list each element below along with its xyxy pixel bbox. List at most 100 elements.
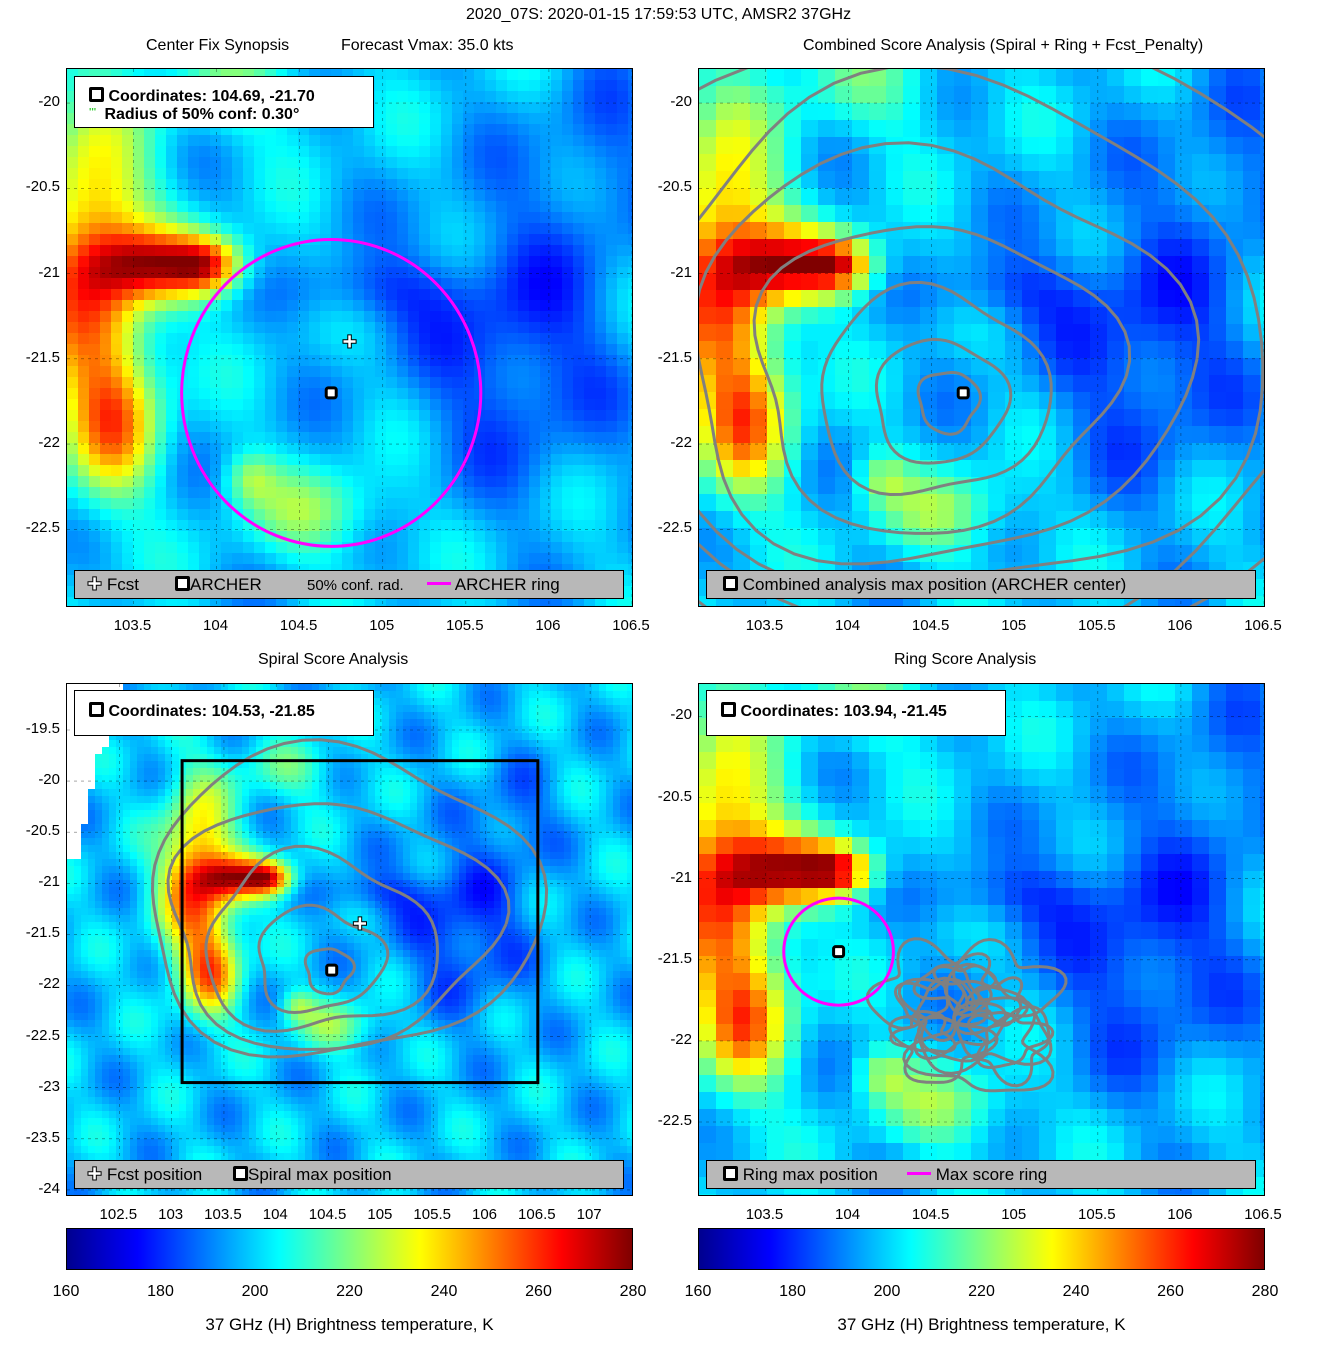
p3-ytick: -23.5 — [25, 1128, 60, 1146]
p2-ytick: -22.5 — [657, 519, 692, 537]
spiral-marker-icon — [233, 1166, 248, 1181]
p4-ytick: -20.5 — [657, 787, 692, 805]
score-contours — [865, 937, 1068, 1093]
panel4-title: Ring Score Analysis — [894, 651, 1037, 668]
panel2-plot — [698, 68, 1265, 607]
colorbar-left — [66, 1228, 633, 1270]
panel1-plot: ✚ — [66, 68, 633, 607]
legend-fcst-position: Fcst position — [106, 1165, 203, 1184]
score-contours — [150, 738, 549, 1059]
p2-ytick: -20 — [670, 93, 692, 111]
p3-xtick: 103.5 — [204, 1206, 242, 1223]
p4-xtick: 106.5 — [1244, 1206, 1282, 1223]
archer-marker-icon — [89, 87, 104, 102]
panel4-coordinates: Coordinates: 103.94, -21.45 — [740, 703, 947, 720]
p1-ytick: -21 — [38, 263, 60, 281]
legend-archer: ARCHER — [190, 575, 262, 594]
max-position-point — [956, 386, 970, 400]
colorbar-tick: 240 — [430, 1283, 458, 1300]
p4-svg — [699, 684, 1264, 1195]
panel3-legend: ✚ Fcst position Spiral max position — [74, 1160, 624, 1189]
archer-marker-icon — [175, 576, 190, 591]
p3-ytick: -22.5 — [25, 1026, 60, 1044]
spiral-marker-icon — [89, 702, 104, 717]
p3-xtick: 105 — [367, 1206, 393, 1223]
legend-conf: 50% conf. rad. — [307, 577, 404, 594]
p1-xtick: 105 — [369, 617, 395, 634]
ring-marker-icon — [721, 702, 736, 717]
p3-ytick: -19.5 — [25, 719, 60, 737]
legend-ring: ARCHER ring — [454, 575, 560, 594]
p2-xtick: 106.5 — [1244, 617, 1282, 634]
panel3-title: Spiral Score Analysis — [258, 651, 409, 668]
p2-xtick: 104 — [835, 617, 861, 634]
colorbar-tick: 260 — [525, 1283, 552, 1300]
p2-xtick: 105 — [1001, 617, 1027, 634]
p3-xtick: 103 — [158, 1206, 184, 1223]
colorbar-tick: 180 — [779, 1283, 806, 1300]
legend-spiral: Spiral max position — [248, 1165, 392, 1184]
colorbar-tick: 160 — [684, 1283, 712, 1300]
p4-xtick: 104 — [835, 1206, 861, 1223]
p3-xtick: 104.5 — [308, 1206, 347, 1223]
colorbar-tick: 260 — [1157, 1283, 1184, 1300]
fcst-marker-icon: ✚ — [86, 1164, 103, 1184]
p1-svg: ✚ — [67, 69, 632, 606]
p1-xtick: 104 — [203, 617, 229, 634]
p3-ytick: -20 — [38, 771, 60, 789]
p1-ytick: -22 — [38, 434, 60, 452]
p3-ytick: -23 — [38, 1077, 60, 1095]
colorbar-tick: 280 — [1251, 1283, 1279, 1300]
max-ring-line-icon — [907, 1172, 931, 1175]
archer-marker-icon — [723, 576, 738, 591]
p1-ytick: -20 — [38, 93, 60, 111]
colorbar-right — [698, 1228, 1265, 1270]
p4-ytick: -21.5 — [657, 949, 692, 967]
p2-ytick: -22 — [670, 434, 692, 452]
ring-line-icon — [427, 582, 451, 585]
grid-lines — [699, 684, 1264, 1195]
panel1-legend: ✚ Fcst ARCHER 50% conf. rad. ARCHER ring — [74, 570, 624, 599]
p4-ytick: -22.5 — [657, 1112, 692, 1129]
panel4-info-box: Coordinates: 103.94, -21.45 — [706, 690, 1006, 736]
fcst-position-point: ✚ — [342, 332, 357, 352]
colorbar-tick: 240 — [1062, 1283, 1090, 1300]
p3-ytick: -22 — [38, 975, 60, 993]
p2-xtick: 106 — [1167, 617, 1193, 634]
panel1-title: Center Fix Synopsis — [146, 37, 290, 54]
fcst-marker-icon: ✚ — [86, 574, 103, 594]
panel1-info-box: Coordinates: 104.69, -21.70 ''' Radius o… — [74, 76, 374, 128]
p4-xtick: 105.5 — [1078, 1206, 1116, 1223]
panel3-coordinates: Coordinates: 104.53, -21.85 — [108, 703, 315, 720]
p2-xtick: 103.5 — [745, 617, 784, 634]
p1-xtick: 103.5 — [113, 617, 152, 634]
grid-lines — [67, 69, 632, 606]
max-position-point — [325, 963, 339, 977]
colorbar-tick: 280 — [619, 1283, 647, 1300]
p4-xtick: 103.5 — [745, 1206, 784, 1223]
panel1-conf-radius: Radius of 50% conf: 0.30° — [104, 106, 300, 123]
p3-xtick: 106 — [472, 1206, 498, 1223]
colorbar-tick: 220 — [336, 1283, 363, 1300]
colorbar-tick: 160 — [52, 1283, 80, 1300]
score-ring — [180, 237, 483, 548]
colorbar-tick: 200 — [873, 1283, 901, 1300]
p1-xtick: 105.5 — [446, 617, 484, 634]
p3-ytick: -21 — [38, 873, 60, 891]
legend-ring-max: Ring max position — [742, 1165, 878, 1184]
p1-ytick: -21.5 — [25, 348, 60, 366]
ring-marker-icon — [723, 1166, 738, 1181]
analysis-box — [180, 759, 540, 1085]
p1-xtick: 106 — [535, 617, 561, 634]
p2-ytick: -21.5 — [657, 348, 692, 366]
p3-xtick: 105.5 — [413, 1206, 451, 1223]
p3-ytick: -24 — [38, 1179, 60, 1197]
p3-xtick: 107 — [576, 1206, 602, 1223]
panel1-coordinates: Coordinates: 104.69, -21.70 — [108, 88, 315, 105]
p2-ytick: -21 — [670, 263, 692, 281]
panel4-plot — [698, 683, 1265, 1196]
panel2-title: Combined Score Analysis (Spiral + Ring +… — [803, 37, 1204, 54]
max-position-point — [324, 386, 338, 400]
p3-xtick: 104 — [262, 1206, 288, 1223]
p4-xtick: 105 — [1001, 1206, 1027, 1223]
